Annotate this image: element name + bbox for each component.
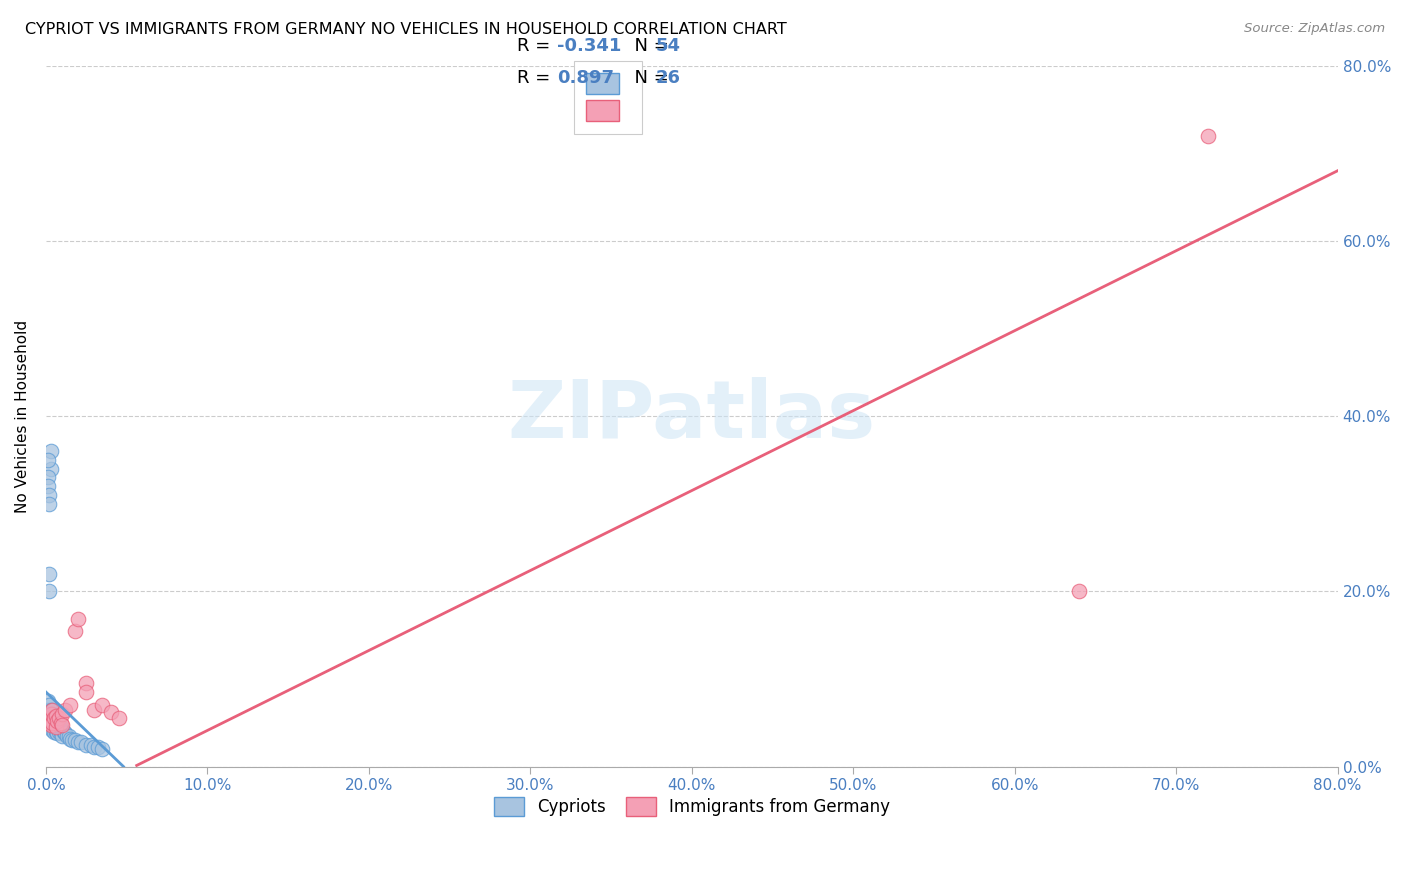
Point bbox=[52, 724, 75, 739]
Text: Source: ZipAtlas.com: Source: ZipAtlas.com bbox=[1244, 22, 1385, 36]
Point bbox=[58, 729, 80, 743]
Point bbox=[41, 717, 63, 731]
Point bbox=[53, 726, 76, 740]
Point bbox=[46, 720, 69, 734]
Point bbox=[48, 717, 70, 731]
Legend: Cypriots, Immigrants from Germany: Cypriots, Immigrants from Germany bbox=[485, 789, 898, 825]
Point bbox=[42, 720, 65, 734]
Point bbox=[38, 497, 60, 511]
Point bbox=[38, 711, 60, 725]
Point bbox=[1069, 584, 1091, 599]
Point bbox=[60, 733, 83, 747]
Point bbox=[49, 720, 72, 734]
Point bbox=[39, 708, 62, 723]
Point bbox=[67, 735, 90, 749]
Point bbox=[45, 708, 67, 723]
Point bbox=[38, 698, 60, 713]
Point bbox=[45, 714, 67, 728]
Point bbox=[91, 698, 114, 713]
Text: 0.897: 0.897 bbox=[557, 69, 614, 87]
Point bbox=[45, 717, 67, 731]
Point bbox=[51, 729, 73, 743]
Point bbox=[83, 740, 105, 755]
Point bbox=[46, 726, 69, 740]
Point bbox=[39, 717, 62, 731]
Point bbox=[37, 479, 59, 493]
Point bbox=[42, 711, 65, 725]
Point bbox=[46, 714, 69, 728]
Point bbox=[41, 706, 63, 721]
Point bbox=[38, 488, 60, 502]
Text: ZIPatlas: ZIPatlas bbox=[508, 377, 876, 455]
Y-axis label: No Vehicles in Household: No Vehicles in Household bbox=[15, 319, 30, 513]
Text: R =: R = bbox=[517, 69, 562, 87]
Point bbox=[39, 706, 62, 721]
Point bbox=[107, 711, 129, 725]
Point bbox=[48, 724, 70, 739]
Point bbox=[41, 715, 63, 730]
Point bbox=[80, 738, 103, 752]
Text: CYPRIOT VS IMMIGRANTS FROM GERMANY NO VEHICLES IN HOUSEHOLD CORRELATION CHART: CYPRIOT VS IMMIGRANTS FROM GERMANY NO VE… bbox=[25, 22, 787, 37]
Point bbox=[45, 724, 67, 739]
Point bbox=[42, 715, 65, 730]
Text: R =: R = bbox=[517, 37, 557, 55]
Point bbox=[39, 720, 62, 734]
Point bbox=[37, 703, 59, 717]
Point bbox=[37, 453, 59, 467]
Point bbox=[39, 444, 62, 458]
Text: 26: 26 bbox=[655, 69, 681, 87]
Point bbox=[63, 624, 86, 638]
Point bbox=[51, 706, 73, 721]
Point bbox=[100, 705, 122, 719]
Point bbox=[37, 694, 59, 708]
Point bbox=[39, 461, 62, 475]
Point bbox=[37, 470, 59, 484]
Point bbox=[83, 703, 105, 717]
Point bbox=[51, 723, 73, 737]
Text: N =: N = bbox=[623, 69, 675, 87]
Point bbox=[46, 715, 69, 730]
Point bbox=[49, 715, 72, 730]
Point bbox=[41, 711, 63, 725]
Point bbox=[37, 711, 59, 725]
Point bbox=[39, 703, 62, 717]
Point bbox=[67, 612, 90, 626]
Point bbox=[70, 735, 93, 749]
Point bbox=[63, 733, 86, 747]
Point bbox=[38, 715, 60, 730]
Text: -0.341: -0.341 bbox=[557, 37, 621, 55]
Text: 54: 54 bbox=[655, 37, 681, 55]
Point bbox=[38, 566, 60, 581]
Point bbox=[42, 724, 65, 739]
Point bbox=[59, 731, 82, 746]
Text: N =: N = bbox=[623, 37, 675, 55]
Point bbox=[38, 584, 60, 599]
Point bbox=[75, 676, 97, 690]
Point bbox=[56, 729, 79, 743]
Point bbox=[75, 738, 97, 752]
Point bbox=[86, 740, 108, 755]
Point bbox=[37, 711, 59, 725]
Point bbox=[45, 720, 67, 734]
Point bbox=[42, 711, 65, 725]
Point bbox=[53, 703, 76, 717]
Point bbox=[75, 685, 97, 699]
Point bbox=[49, 726, 72, 740]
Point bbox=[1198, 128, 1220, 143]
Point bbox=[59, 698, 82, 713]
Point bbox=[51, 717, 73, 731]
Point bbox=[38, 706, 60, 721]
Point bbox=[39, 714, 62, 728]
Point bbox=[38, 715, 60, 730]
Point bbox=[91, 742, 114, 756]
Point bbox=[48, 711, 70, 725]
Point bbox=[41, 723, 63, 737]
Point bbox=[41, 703, 63, 717]
